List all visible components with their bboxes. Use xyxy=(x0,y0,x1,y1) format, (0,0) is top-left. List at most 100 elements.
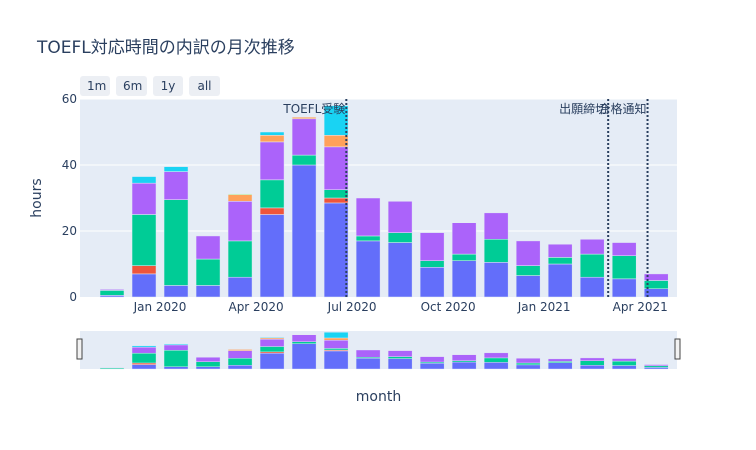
range-button-6m[interactable]: 6m xyxy=(116,76,147,96)
bar-segment[interactable] xyxy=(227,194,253,202)
bar-segment[interactable] xyxy=(259,179,285,209)
bar-segment[interactable] xyxy=(483,262,509,298)
slider-bar-segment xyxy=(419,363,445,370)
y-axis-title: hours xyxy=(29,178,45,217)
bar-segment[interactable] xyxy=(355,197,381,237)
bar-segment[interactable] xyxy=(451,253,477,261)
slider-bar-segment xyxy=(259,352,285,370)
bar-segment[interactable] xyxy=(515,275,541,298)
bar-segment[interactable] xyxy=(419,260,445,268)
bar-segment[interactable] xyxy=(291,118,317,156)
range-button-1m[interactable]: 1m xyxy=(80,76,110,96)
range-slider-left-handle[interactable] xyxy=(76,338,83,360)
bar-segment[interactable] xyxy=(611,278,637,298)
bar-segment[interactable] xyxy=(323,146,349,191)
bar-segment[interactable] xyxy=(419,267,445,298)
bar-segment[interactable] xyxy=(387,242,413,298)
bar-segment[interactable] xyxy=(419,232,445,261)
bar-segment[interactable] xyxy=(579,239,605,255)
range-slider-bars xyxy=(99,332,669,370)
range-button-all[interactable]: all xyxy=(189,76,220,96)
bar-segment[interactable] xyxy=(643,273,669,281)
bar-segment[interactable] xyxy=(195,258,221,286)
bar-segment[interactable] xyxy=(579,276,605,298)
bar-segment[interactable] xyxy=(387,232,413,243)
slider-bar-segment xyxy=(259,339,285,347)
bar-segment[interactable] xyxy=(355,240,381,298)
slider-bar-segment xyxy=(163,350,189,367)
bar-segment[interactable] xyxy=(195,235,221,260)
bar-segment[interactable] xyxy=(163,199,189,286)
bar-segment[interactable] xyxy=(99,290,125,296)
bar-segment[interactable] xyxy=(451,260,477,298)
slider-bar-segment xyxy=(483,352,509,359)
slider-bar-segment xyxy=(163,366,189,370)
bar-segment[interactable] xyxy=(99,289,125,291)
bar-segment[interactable] xyxy=(515,240,541,266)
slider-bar-segment xyxy=(227,365,253,370)
slider-bar-segment xyxy=(547,362,573,370)
slider-bar-segment xyxy=(611,360,637,366)
bar-segment[interactable] xyxy=(387,201,413,233)
bar-segment[interactable] xyxy=(131,273,157,298)
bar-segment[interactable] xyxy=(195,285,221,298)
range-slider-right-handle[interactable] xyxy=(674,338,681,360)
bar-segment[interactable] xyxy=(259,131,285,136)
bar-segment[interactable] xyxy=(323,202,349,298)
slider-bar-segment xyxy=(483,362,509,370)
bar-segment[interactable] xyxy=(227,276,253,298)
bar-segment[interactable] xyxy=(131,182,157,215)
bar-segment[interactable] xyxy=(483,239,509,263)
bar-segment[interactable] xyxy=(323,197,349,204)
bar-segment[interactable] xyxy=(451,222,477,255)
bar-segment[interactable] xyxy=(291,164,317,298)
bar-segment[interactable] xyxy=(163,285,189,298)
bar-segment[interactable] xyxy=(579,253,605,278)
slider-bar-segment xyxy=(579,360,605,366)
bar-segment[interactable] xyxy=(483,212,509,240)
bar-segment[interactable] xyxy=(259,214,285,298)
range-selector: 1m 6m 1y all xyxy=(80,76,220,96)
bar-segment[interactable] xyxy=(227,240,253,278)
bar-segment[interactable] xyxy=(547,243,573,258)
slider-bar-segment xyxy=(291,334,317,342)
bar-segment[interactable] xyxy=(227,201,253,242)
event-annotation: TOEFL受験 xyxy=(282,101,345,116)
bar-segment[interactable] xyxy=(163,171,189,200)
slider-bar-segment xyxy=(515,358,541,364)
slider-bar-segment xyxy=(643,365,669,368)
range-button-1y[interactable]: 1y xyxy=(153,76,183,96)
bar-segment[interactable] xyxy=(291,154,317,166)
bar-segment[interactable] xyxy=(131,265,157,275)
x-tick-labels: Jan 2020 Apr 2020 Jul 2020 Oct 2020 Jan 2021… xyxy=(133,300,668,314)
bar-segment[interactable] xyxy=(355,235,381,242)
bar-segment[interactable] xyxy=(259,141,285,181)
bar-segment[interactable] xyxy=(547,257,573,265)
slider-bar-segment xyxy=(227,358,253,366)
y-tick-labels: 0 20 40 60 xyxy=(62,92,77,304)
bar-segment[interactable] xyxy=(131,176,157,184)
y-tick-label: 60 xyxy=(62,92,77,106)
x-tick-label: Jul 2020 xyxy=(327,300,377,314)
bar-segment[interactable] xyxy=(259,207,285,215)
slider-bar-segment xyxy=(611,365,637,370)
bar-segment[interactable] xyxy=(611,255,637,280)
bar-segment[interactable] xyxy=(323,135,349,148)
slider-bar-segment xyxy=(387,350,413,357)
bar-segment[interactable] xyxy=(611,242,637,257)
bar-segment[interactable] xyxy=(323,105,349,136)
x-tick-label: Jan 2021 xyxy=(517,300,571,314)
slider-bar-segment xyxy=(323,337,349,341)
bar-segment[interactable] xyxy=(515,265,541,276)
bar-segment[interactable] xyxy=(227,193,253,195)
bar-segment[interactable] xyxy=(259,135,285,143)
bar-segment[interactable] xyxy=(323,189,349,199)
x-tick-label: Oct 2020 xyxy=(421,300,476,314)
slider-bar-segment xyxy=(259,337,285,339)
bar-segment[interactable] xyxy=(163,166,189,172)
y-tick-label: 0 xyxy=(69,290,77,304)
bar-segment[interactable] xyxy=(547,263,573,298)
bar-segment[interactable] xyxy=(291,116,317,120)
bar-segment[interactable] xyxy=(131,214,157,266)
